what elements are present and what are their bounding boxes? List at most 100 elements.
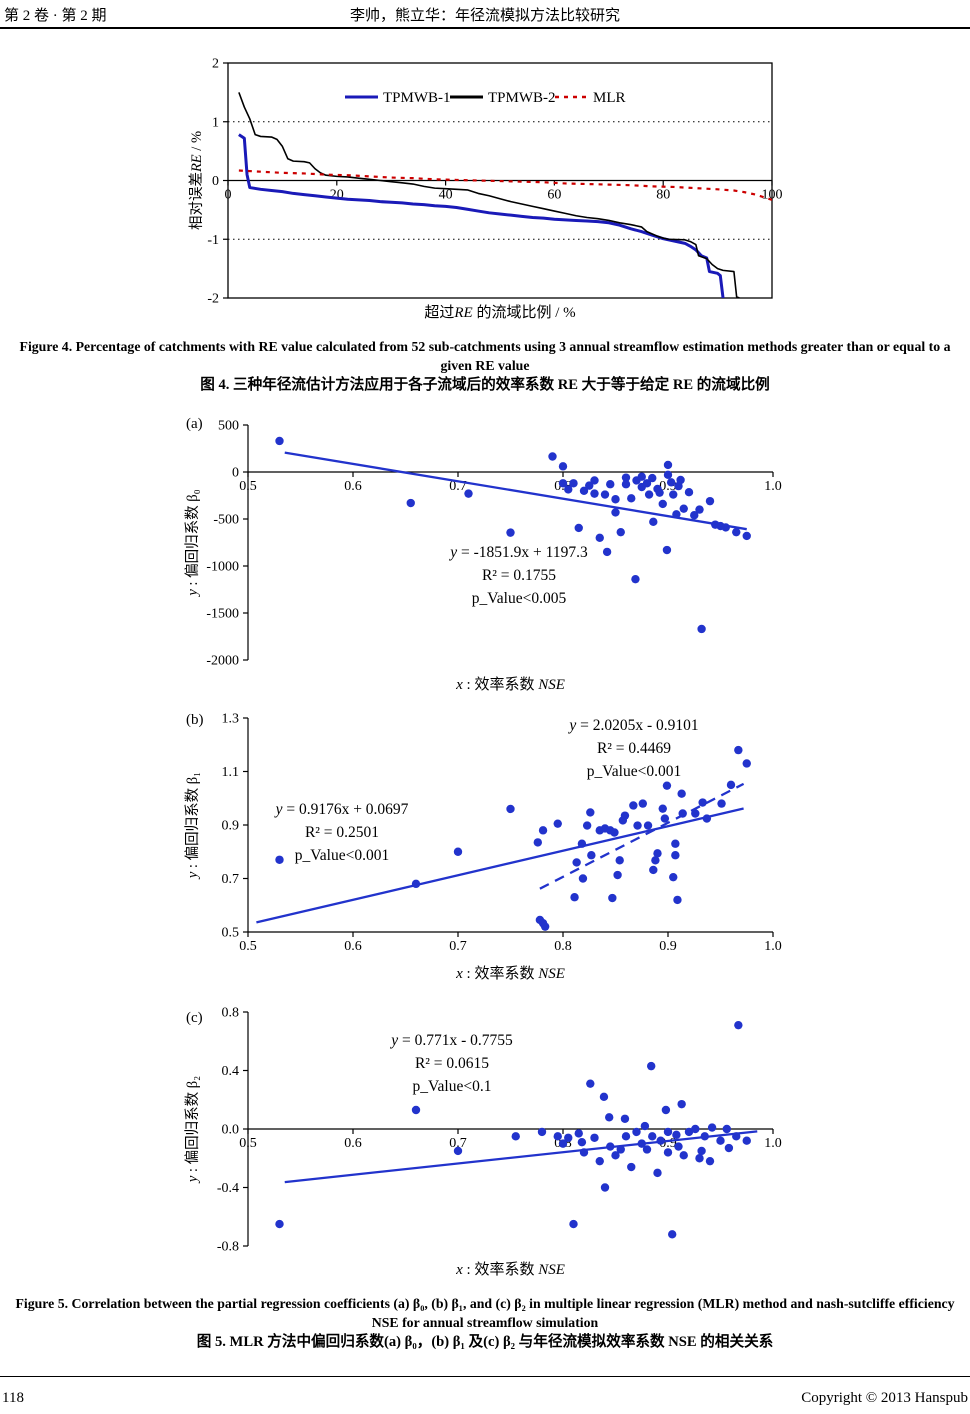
x-axis-title: x : 效率系数 NSE xyxy=(455,676,565,693)
figure5a-scatter-chart: 5000-500-1000-1500-20000.50.60.70.80.91.… xyxy=(184,416,782,693)
data-point xyxy=(705,496,715,506)
data-point xyxy=(558,462,568,471)
data-point xyxy=(616,1145,625,1154)
data-point xyxy=(679,504,688,513)
journal-issue-label: 第 2 卷 · 第 2 期 xyxy=(4,8,107,24)
svg-text:0: 0 xyxy=(225,188,232,203)
copyright-text: Copyright © 2013 Hanspub xyxy=(801,1390,968,1406)
legend-label-MLR: MLR xyxy=(593,90,626,106)
data-point xyxy=(637,1139,646,1148)
panel-label: (a) xyxy=(186,416,203,432)
running-title: 李帅，熊立华：年径流模拟方法比较研究 xyxy=(349,8,620,24)
x-axis-title: 超过RE 的流域比例 / % xyxy=(424,304,575,321)
data-point xyxy=(669,872,678,882)
svg-text:R² = 0.2501: R² = 0.2501 xyxy=(305,824,379,841)
svg-text:-2: -2 xyxy=(207,292,219,307)
data-point xyxy=(658,804,667,813)
y-axis-title: y : 偏回归系数 β₁ xyxy=(184,772,201,880)
data-point xyxy=(638,799,647,808)
figure4-caption-zh: 图 4. 三种年径流估计方法应用于各子流域后的效率系数 RE 大于等于给定 RE… xyxy=(200,377,770,393)
regression-annotation: y = -1851.9x + 1197.3 R² = 0.1755 p_Value<… xyxy=(448,544,588,607)
data-point xyxy=(648,1132,657,1141)
data-point xyxy=(537,1127,547,1137)
data-point xyxy=(616,527,625,537)
data-point xyxy=(464,489,473,498)
data-point xyxy=(605,1113,614,1122)
page-number: 118 xyxy=(2,1390,24,1406)
svg-text:-1: -1 xyxy=(207,233,219,248)
svg-text:0.9: 0.9 xyxy=(222,819,240,834)
data-point xyxy=(411,1105,421,1115)
svg-text:0.0: 0.0 xyxy=(222,1123,240,1138)
svg-text:0.7: 0.7 xyxy=(449,1136,467,1151)
data-point xyxy=(644,490,654,499)
data-point xyxy=(590,476,599,485)
trendline-solid xyxy=(256,807,744,924)
svg-text:1.0: 1.0 xyxy=(764,939,782,954)
data-point xyxy=(690,511,699,520)
data-point xyxy=(663,460,673,470)
data-point xyxy=(726,780,736,790)
data-point xyxy=(722,1124,731,1134)
data-point xyxy=(734,745,743,755)
data-point xyxy=(653,849,662,858)
data-point xyxy=(574,523,583,533)
data-point xyxy=(673,895,682,905)
data-point xyxy=(734,1020,743,1030)
svg-text:0.5: 0.5 xyxy=(239,939,257,954)
svg-text:0: 0 xyxy=(212,174,219,189)
figure4-caption: Figure 4. Percentage of catchments with … xyxy=(7,337,963,396)
regression-annotation: y = 0.9176x + 0.0697 R² = 0.2501 p_Value<0… xyxy=(274,801,409,864)
data-point xyxy=(663,1127,673,1137)
trendline-solid xyxy=(284,451,747,531)
data-point xyxy=(684,488,694,497)
data-point xyxy=(569,1219,578,1229)
data-point xyxy=(698,798,707,807)
page-header: 第 2 卷 · 第 2 期 李帅，熊立华：年径流模拟方法比较研究 xyxy=(0,0,970,29)
data-point xyxy=(613,870,622,880)
data-point xyxy=(553,819,562,828)
data-point xyxy=(590,1133,599,1142)
data-point xyxy=(732,1132,741,1141)
data-point xyxy=(674,1142,683,1151)
data-point xyxy=(707,1123,717,1132)
svg-text:1.0: 1.0 xyxy=(764,479,782,494)
data-point xyxy=(655,488,664,497)
y-axis-title: y : 偏回归系数 β₀ xyxy=(184,489,201,597)
data-point xyxy=(533,838,542,847)
data-point xyxy=(677,1099,686,1109)
data-point xyxy=(411,879,421,889)
legend-label-TPMWB-2: TPMWB-2 xyxy=(488,90,556,106)
trendlines xyxy=(284,1130,758,1184)
svg-text:-1000: -1000 xyxy=(206,560,239,575)
data-point xyxy=(724,1143,734,1153)
data-point xyxy=(506,528,515,537)
data-point xyxy=(697,624,706,634)
data-point xyxy=(611,508,620,517)
data-point xyxy=(595,533,604,542)
data-point xyxy=(570,893,579,902)
data-point xyxy=(672,1130,681,1140)
data-point xyxy=(587,851,596,860)
data-point xyxy=(691,809,700,818)
svg-text:0.9: 0.9 xyxy=(659,939,677,954)
svg-text:1.1: 1.1 xyxy=(222,765,240,780)
svg-text:y = 2.0205x - 0.9101: y = 2.0205x - 0.9101 xyxy=(567,717,698,734)
data-point xyxy=(558,479,568,488)
data-point xyxy=(540,922,550,931)
svg-text:1: 1 xyxy=(212,115,219,130)
data-point xyxy=(660,814,670,823)
data-point xyxy=(590,489,599,498)
data-point xyxy=(679,1151,688,1160)
svg-text:0.4: 0.4 xyxy=(222,1064,240,1079)
axes: 5000-500-1000-1500-20000.50.60.70.80.91.… xyxy=(206,419,781,669)
data-point xyxy=(716,1136,725,1145)
data-point xyxy=(732,527,741,537)
svg-text:p_Value<0.1: p_Value<0.1 xyxy=(413,1078,492,1095)
data-point xyxy=(606,1142,615,1151)
data-point xyxy=(558,1139,568,1148)
data-point xyxy=(676,475,685,485)
data-point xyxy=(663,1148,673,1157)
data-point xyxy=(600,1183,610,1192)
data-point xyxy=(595,1156,604,1166)
